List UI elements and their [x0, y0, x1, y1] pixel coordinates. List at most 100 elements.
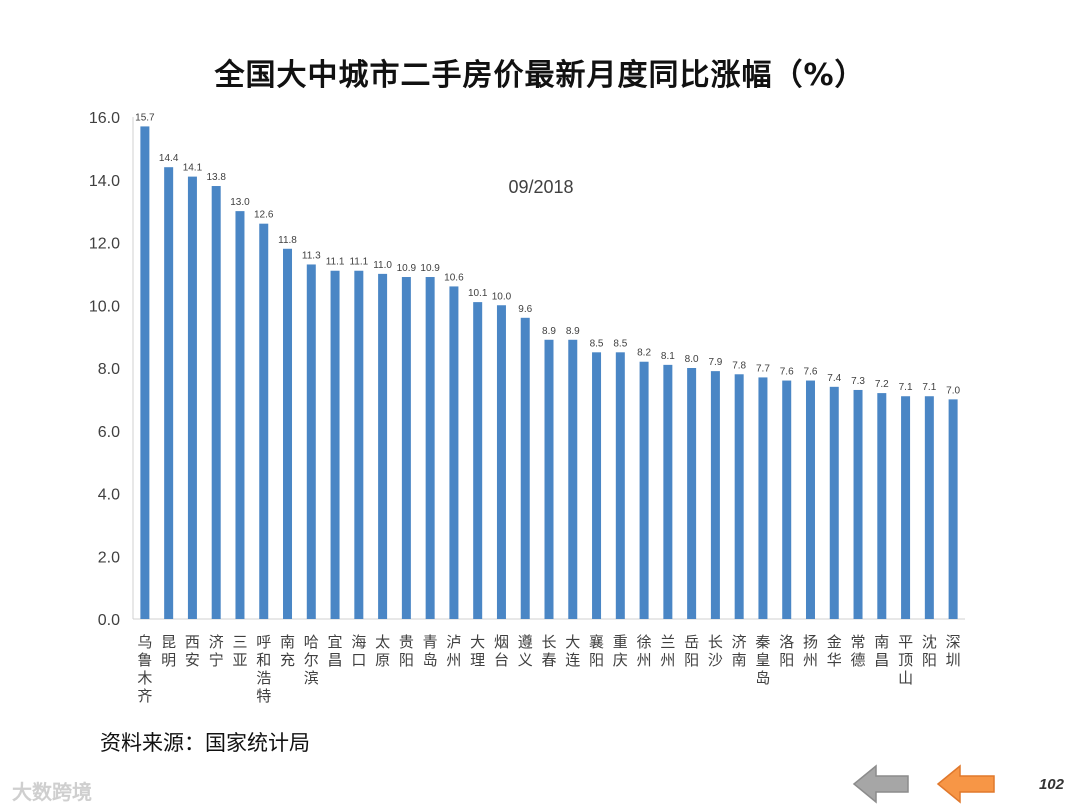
- bar: [283, 248, 293, 619]
- category-label: 长沙: [708, 633, 723, 669]
- data-label: 14.1: [183, 163, 203, 174]
- watermark-text: 大数跨境: [12, 780, 92, 804]
- data-label: 8.9: [566, 326, 580, 337]
- bar: [306, 264, 316, 619]
- category-label: 遵义: [518, 633, 533, 669]
- bar: [853, 389, 863, 619]
- data-label: 10.1: [468, 288, 488, 299]
- data-label: 10.9: [420, 263, 440, 274]
- data-label: 8.5: [613, 338, 627, 349]
- data-label: 8.1: [661, 351, 675, 362]
- bar: [568, 339, 578, 619]
- category-label: 昆明: [161, 633, 176, 669]
- data-label: 13.8: [206, 172, 226, 183]
- bar: [520, 317, 530, 619]
- category-label: 三亚: [232, 633, 247, 669]
- category-label: 大连: [565, 633, 580, 669]
- data-label: 15.7: [135, 112, 155, 123]
- category-label: 南充: [280, 633, 295, 669]
- data-label: 7.1: [899, 382, 913, 393]
- y-tick-label: 2.0: [98, 549, 120, 566]
- bar: [592, 352, 602, 619]
- category-label: 太原: [375, 633, 390, 669]
- bar: [901, 396, 911, 619]
- data-label: 11.8: [278, 235, 297, 246]
- category-label: 常德: [851, 633, 866, 669]
- category-label: 大理: [470, 633, 485, 669]
- bar: [140, 126, 150, 619]
- category-label: 济南: [732, 633, 747, 669]
- category-label: 西安: [185, 633, 200, 669]
- data-label: 10.9: [397, 263, 417, 274]
- y-tick-label: 8.0: [98, 361, 120, 378]
- arrow-left-icon: [936, 764, 995, 804]
- back-button[interactable]: [852, 762, 912, 806]
- bar: [829, 386, 839, 619]
- bar: [687, 368, 697, 619]
- category-label: 襄阳: [589, 633, 604, 669]
- category-label: 乌鲁木齐: [137, 633, 152, 705]
- category-label: 秦皇岛: [755, 633, 770, 687]
- category-label: 兰州: [660, 633, 675, 669]
- data-label: 7.1: [922, 382, 936, 393]
- bar: [805, 380, 815, 619]
- bar: [496, 305, 506, 619]
- y-tick-label: 10.0: [89, 298, 120, 315]
- category-label: 洛阳: [779, 633, 794, 669]
- bar: [758, 377, 768, 619]
- bar: [330, 270, 340, 619]
- data-label: 8.2: [637, 348, 651, 359]
- data-label: 7.6: [780, 367, 794, 378]
- data-label: 7.8: [732, 360, 746, 371]
- category-label: 哈尔滨: [304, 633, 319, 687]
- data-label: 8.9: [542, 326, 556, 337]
- y-tick-label: 0.0: [98, 612, 120, 629]
- bar-chart: 0.0 2.0 4.0 6.0 8.0 10.0 12.0 14.0 16.0 09/2018 15…: [89, 110, 965, 705]
- category-label: 扬州: [803, 633, 818, 669]
- data-label: 11.1: [349, 257, 368, 268]
- category-label: 徐州: [637, 633, 652, 669]
- data-label: 7.9: [708, 357, 722, 368]
- bar: [401, 277, 411, 619]
- category-label: 宜昌: [328, 633, 343, 669]
- chart-annotation: 09/2018: [508, 177, 573, 197]
- bar: [425, 277, 435, 619]
- bar: [782, 380, 792, 619]
- bar: [544, 339, 554, 619]
- data-label: 7.0: [946, 385, 960, 396]
- bar: [615, 352, 625, 619]
- category-label: 海口: [351, 633, 366, 669]
- data-label: 11.1: [326, 257, 345, 268]
- data-label: 7.6: [804, 367, 818, 378]
- category-label: 岳阳: [684, 633, 699, 669]
- arrow-left-icon: [852, 764, 909, 804]
- source-note: 资料来源：国家统计局: [100, 731, 310, 755]
- bar: [663, 364, 673, 619]
- bar: [710, 371, 720, 619]
- bar: [639, 361, 649, 619]
- y-tick-label: 16.0: [89, 110, 120, 127]
- bar: [734, 374, 744, 619]
- category-label: 金华: [827, 633, 842, 669]
- data-label: 8.0: [685, 354, 699, 365]
- data-label: 13.0: [230, 197, 250, 208]
- bar: [164, 167, 174, 619]
- category-label: 济宁: [209, 633, 224, 669]
- watermark: 大数跨境: [12, 776, 92, 805]
- bar: [877, 393, 887, 619]
- bar: [354, 270, 364, 619]
- bar: [211, 186, 221, 619]
- data-label: 8.5: [590, 338, 604, 349]
- chart-title: 全国大中城市二手房价最新月度同比涨幅（%）: [214, 58, 866, 93]
- category-label: 南昌: [874, 633, 889, 669]
- forward-button[interactable]: [936, 762, 998, 806]
- category-label: 青岛: [423, 633, 438, 669]
- page-number: 102: [1038, 776, 1064, 793]
- data-label: 12.6: [254, 210, 274, 221]
- category-label: 沈阳: [922, 633, 937, 669]
- y-tick-label: 12.0: [89, 236, 120, 253]
- data-label: 14.4: [159, 153, 179, 164]
- category-label: 深圳: [946, 633, 961, 669]
- bar: [473, 302, 483, 619]
- bar: [378, 273, 388, 619]
